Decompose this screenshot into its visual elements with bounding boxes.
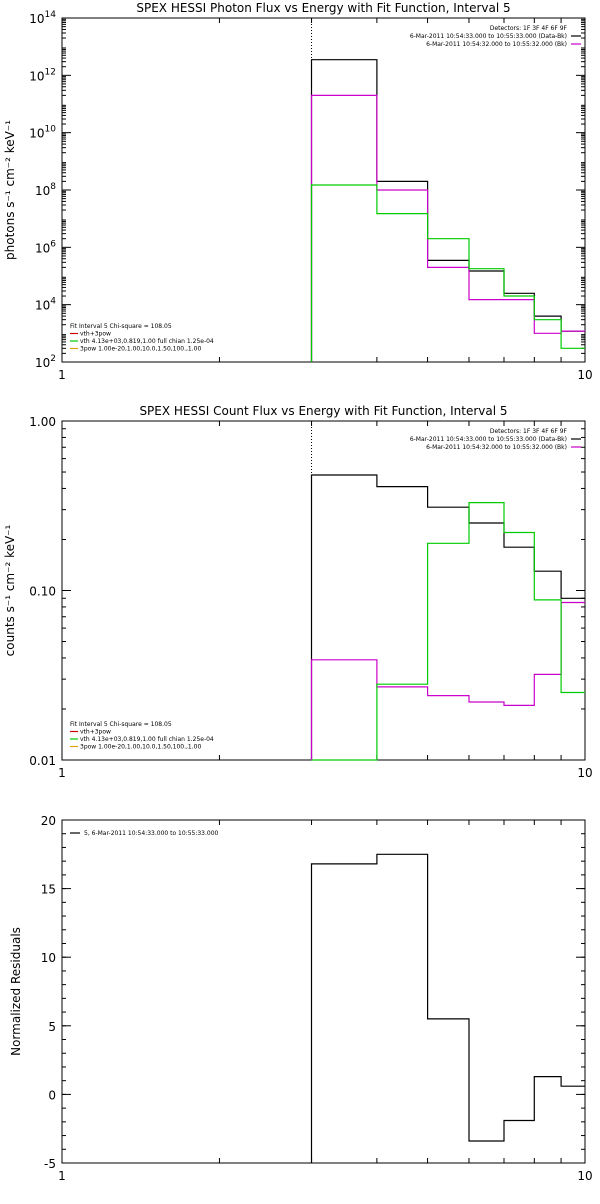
series-step-2 bbox=[310, 601, 585, 760]
series-step-2 bbox=[310, 94, 585, 362]
chart-title: SPEX HESSI Photon Flux vs Energy with Fi… bbox=[136, 1, 510, 15]
y-axis-label: counts s⁻¹ cm⁻² keV⁻¹ bbox=[3, 524, 17, 656]
y-tick-label: 1.00 bbox=[29, 415, 56, 429]
legend-bottom-entry: vth+3pow bbox=[80, 729, 111, 736]
y-tick-label-base: 10 bbox=[29, 69, 44, 83]
y-tick-label: 1010 bbox=[29, 125, 56, 141]
legend-top-entry: 6-Mar-2011 10:54:32.000 to 10:55:32.000 … bbox=[426, 41, 567, 48]
y-tick-label-exponent: 2 bbox=[50, 354, 56, 364]
y-tick-label: 104 bbox=[35, 297, 56, 313]
y-tick-label-exponent: 4 bbox=[50, 297, 56, 307]
chart-panel-3: Normalized Residuals 1 10 -5 0 5 10 15 20 5, 6-Ma… bbox=[9, 814, 593, 1183]
series-step-1 bbox=[310, 853, 585, 1163]
chart-panel-1: SPEX HESSI Photon Flux vs Energy with Fi… bbox=[3, 1, 593, 382]
legend-top-entry: Detectors: 1F 3F 4F 6F 9F bbox=[490, 25, 568, 32]
x-tick-label: 10 bbox=[577, 1169, 592, 1183]
y-tick-label: 102 bbox=[35, 354, 56, 370]
plot-frame bbox=[61, 819, 586, 1164]
y-tick-label-base: 10 bbox=[35, 184, 50, 198]
legend-bottom-entry: 3pow 1.00e-20,1.00,10.0,1.50,100.,1.00 bbox=[80, 346, 201, 353]
series-step-1 bbox=[310, 59, 585, 362]
y-tick-label-base: 10 bbox=[35, 241, 50, 255]
y-tick-label-base: 10 bbox=[29, 12, 44, 26]
legend-bottom-entry: vth 4.13e+03,0.819,1.00 full chian 1.25e… bbox=[80, 736, 214, 743]
series-step-3 bbox=[310, 184, 585, 362]
legend-bottom-entry: Fit Interval 5 Chi-square = 108.05 bbox=[70, 323, 172, 330]
legend-entry: 5, 6-Mar-2011 10:54:33.000 to 10:55:33.0… bbox=[84, 830, 219, 837]
y-axis-label: photons s⁻¹ cm⁻² keV⁻¹ bbox=[3, 120, 17, 260]
y-tick-label-exponent: 14 bbox=[45, 10, 57, 20]
legend-top-entry: 6-Mar-2011 10:54:33.000 to 10:55:33.000 … bbox=[410, 33, 567, 40]
series-step-1 bbox=[310, 474, 585, 760]
legend-top-entry: Detectors: 1F 3F 4F 6F 9F bbox=[490, 428, 568, 435]
legend-bottom-entry: Fit Interval 5 Chi-square = 108.05 bbox=[70, 721, 172, 728]
y-tick-label-exponent: 12 bbox=[45, 67, 56, 77]
legend-bottom-entry: 3pow 1.00e-20,1.00,10.0,1.50,100.,1.00 bbox=[80, 744, 201, 751]
chart-title: SPEX HESSI Count Flux vs Energy with Fit… bbox=[139, 404, 507, 418]
x-tick-label: 1 bbox=[58, 766, 66, 780]
x-tick-label: 10 bbox=[577, 368, 592, 382]
y-tick-label-exponent: 8 bbox=[50, 182, 56, 192]
y-tick-label: -5 bbox=[44, 1157, 56, 1171]
y-tick-label-base: 10 bbox=[29, 127, 44, 141]
y-tick-label: 106 bbox=[35, 239, 56, 255]
y-tick-label: 0.01 bbox=[29, 754, 56, 768]
y-tick-label-exponent: 10 bbox=[45, 125, 57, 135]
chart-panel-2: SPEX HESSI Count Flux vs Energy with Fit… bbox=[3, 404, 593, 780]
legend-top-entry: 6-Mar-2011 10:54:33.000 to 10:55:33.000 … bbox=[410, 436, 567, 443]
y-tick-label: 1014 bbox=[29, 10, 56, 26]
series-step-3 bbox=[311, 502, 585, 761]
y-tick-label: 0 bbox=[48, 1088, 56, 1102]
x-tick-label: 10 bbox=[577, 766, 592, 780]
y-tick-label: 108 bbox=[35, 182, 56, 198]
plot-frame bbox=[61, 17, 586, 363]
y-tick-label-base: 10 bbox=[35, 299, 50, 313]
y-tick-label-base: 10 bbox=[35, 356, 50, 370]
y-tick-label: 1012 bbox=[29, 67, 56, 83]
x-tick-label: 1 bbox=[58, 368, 66, 382]
legend-bottom-entry: vth+3pow bbox=[80, 331, 111, 338]
y-tick-label: 10 bbox=[41, 951, 56, 965]
legend-bottom-entry: vth 4.13e+03,0.819,1.00 full chian 1.25e… bbox=[80, 338, 214, 345]
y-tick-label: 20 bbox=[41, 814, 56, 828]
y-tick-label: 0.10 bbox=[29, 585, 56, 599]
y-tick-label: 5 bbox=[48, 1020, 56, 1034]
legend-top-entry: 6-Mar-2011 10:54:32.000 to 10:55:32.000 … bbox=[426, 444, 567, 451]
y-axis-label: Normalized Residuals bbox=[9, 927, 23, 1056]
y-tick-label-exponent: 6 bbox=[50, 239, 56, 249]
y-tick-label: 15 bbox=[41, 883, 56, 897]
plot-frame bbox=[61, 420, 586, 761]
x-tick-label: 1 bbox=[58, 1169, 66, 1183]
